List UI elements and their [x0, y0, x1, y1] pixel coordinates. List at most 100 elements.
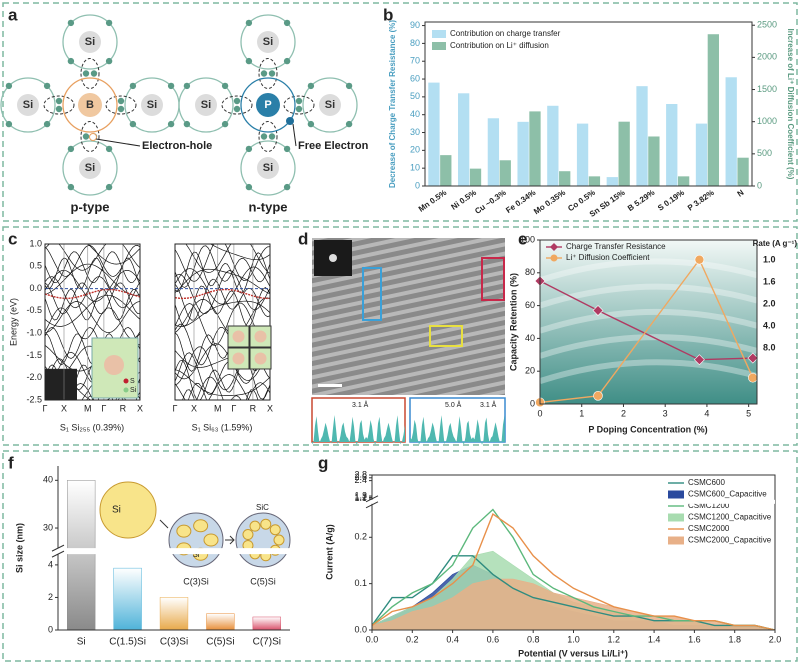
- bond-electron: [295, 105, 303, 113]
- electron: [167, 82, 175, 90]
- legend-label: Li⁺ Diffusion Coefficient: [566, 253, 650, 262]
- frame: [44, 243, 141, 401]
- bar: [618, 121, 630, 186]
- band-line: [175, 268, 270, 295]
- scale-bar: [318, 384, 342, 387]
- electron: [307, 82, 315, 90]
- legend-swatch: [668, 536, 684, 545]
- electron: [245, 183, 253, 191]
- caption: S₁ Si₂₅₅ (0.39%): [60, 422, 124, 432]
- y-tick-label: 0: [415, 180, 420, 190]
- legend-marker: [550, 243, 558, 251]
- legend-swatch: [432, 42, 446, 50]
- band-line: [196, 376, 270, 400]
- y-tick-label: 100: [520, 234, 535, 244]
- y2-tick-label: 2000: [757, 52, 777, 62]
- electron: [283, 19, 291, 27]
- y-tick-label: 40: [525, 333, 535, 343]
- type-label: p-type: [71, 199, 110, 214]
- atom: [256, 93, 280, 117]
- x-tick-label: 1: [579, 408, 584, 418]
- atom: [319, 94, 341, 116]
- band-line: [45, 251, 140, 283]
- electron: [167, 120, 175, 128]
- break-mark: [51, 550, 65, 558]
- electron: [307, 120, 315, 128]
- bar: [677, 176, 690, 186]
- atom: [17, 94, 39, 116]
- band-line: [185, 244, 270, 274]
- electron: [43, 82, 51, 90]
- atom-label: Si: [263, 36, 273, 48]
- x-tick-label: 4: [704, 408, 709, 418]
- x-tick-label: Mo 0.35%: [532, 188, 567, 216]
- legend-swatch: [668, 490, 684, 499]
- y-axis-title: Capacity Retention (%): [508, 273, 518, 371]
- x-tick-label: C(7)Si: [253, 637, 281, 648]
- y-tick-label: 0: [48, 624, 53, 634]
- bar: [206, 613, 235, 631]
- legend-label: Contribution on Li⁺ diffusion: [450, 41, 549, 50]
- orbit: [62, 140, 118, 196]
- x-tick-label: 0.0: [366, 634, 379, 644]
- inset-grain: [203, 533, 219, 547]
- spacing-label: 3.1 Å: [352, 400, 369, 409]
- inset-grain: [273, 534, 285, 546]
- electron: [129, 82, 137, 90]
- plot-bg: [540, 240, 757, 404]
- y-tick-label: 60: [525, 300, 535, 310]
- x-tick-label: 0.2: [406, 634, 419, 644]
- bar: [666, 104, 678, 186]
- bar: [636, 86, 648, 186]
- k-label: M: [84, 403, 92, 413]
- inset-dot: [254, 330, 267, 343]
- marker: [748, 372, 758, 383]
- break-gap: [366, 499, 775, 504]
- x-tick-label: C(5)Si: [206, 637, 234, 648]
- bar: [517, 121, 529, 186]
- x-tick-label: 2.0: [769, 634, 782, 644]
- bar: [252, 616, 281, 631]
- annotation: Electron-hole: [142, 140, 212, 152]
- electron: [67, 19, 75, 27]
- y-tick-label: 90: [410, 20, 420, 30]
- inset-grain: [249, 520, 261, 532]
- y-tick-label: 20: [525, 366, 535, 376]
- x-tick-label: 1.6: [688, 634, 701, 644]
- electron: [245, 145, 253, 153]
- pointer: [292, 123, 297, 147]
- orbit: [178, 77, 234, 133]
- legend-swatch: [668, 513, 684, 522]
- panel-letter: g: [318, 453, 328, 472]
- band-line: [175, 374, 250, 400]
- y-tick-label: 0.0: [354, 624, 367, 634]
- electron: [67, 145, 75, 153]
- legend-label: CSMC600: [688, 478, 725, 487]
- bond: [283, 95, 315, 115]
- y-tick-label: 80: [525, 267, 535, 277]
- x-tick-label: 5: [746, 408, 751, 418]
- band-line: [175, 369, 270, 396]
- x-tick-label: C(1.5)Si: [109, 637, 146, 648]
- y-tick-label: 1.2: [354, 492, 367, 502]
- bar: [159, 597, 189, 631]
- line: [539, 280, 753, 361]
- x-tick-label: 0.4: [446, 634, 459, 644]
- bar: [737, 157, 749, 186]
- rate-label: 4.0: [763, 320, 776, 330]
- bar: [547, 105, 559, 186]
- k-label: Γ: [101, 403, 106, 413]
- rate-label: 2.0: [763, 298, 776, 308]
- x-tick-label: N: [736, 188, 746, 199]
- legend-s: [123, 378, 129, 384]
- electron: [105, 183, 113, 191]
- y-tick-label: 0.1: [354, 578, 367, 588]
- y-tick-label: -2.0: [26, 372, 42, 382]
- k-label: R: [250, 403, 257, 413]
- break-mark: [51, 544, 65, 552]
- orbit: [62, 77, 118, 133]
- frame: [371, 474, 776, 631]
- line: [371, 513, 776, 631]
- legend-label: Contribution on charge transfer: [450, 29, 561, 38]
- spacing-label: 5.0 Å: [445, 400, 462, 409]
